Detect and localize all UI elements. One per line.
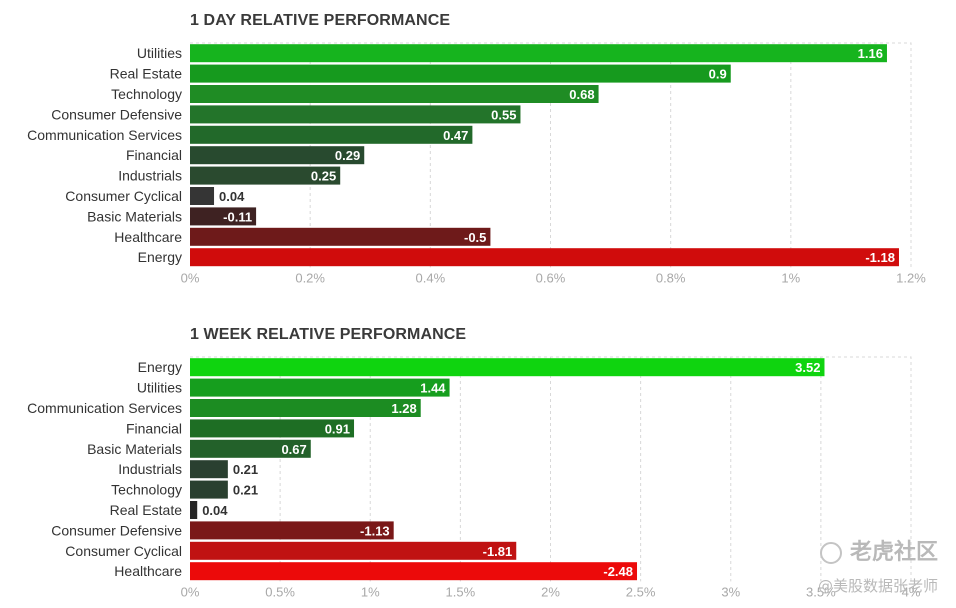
category-label: Healthcare (114, 229, 182, 245)
bar (190, 480, 228, 499)
category-label: Energy (138, 249, 182, 265)
bar (190, 358, 825, 377)
x-tick-label: 4% (902, 584, 921, 599)
bar (190, 227, 491, 246)
bar (190, 146, 365, 165)
category-label: Financial (126, 420, 182, 436)
bar (190, 248, 899, 267)
week-chart-title: 1 WEEK RELATIVE PERFORMANCE (190, 326, 467, 343)
category-label: Basic Materials (87, 208, 182, 224)
bar (190, 85, 599, 103)
bar (190, 419, 355, 438)
value-label: 1.44 (420, 381, 446, 396)
category-label: Real Estate (110, 502, 183, 518)
category-label: Utilities (137, 45, 182, 61)
x-tick-label: 0.5% (265, 584, 295, 599)
x-tick-label: 1.5% (446, 584, 476, 599)
value-label: 0.25 (311, 169, 336, 184)
day-chart-title: 1 DAY RELATIVE PERFORMANCE (190, 12, 451, 29)
x-tick-label: 2.5% (626, 584, 656, 599)
bar (190, 125, 473, 144)
day-performance-chart: 0% 0.2% 0.4% 0.6% 0.8% 1% 1.2% Utilities 1.16 Rea… (27, 42, 926, 285)
watermark-user: @美股数据张老师 (817, 577, 938, 595)
category-label: Healthcare (114, 563, 182, 579)
x-tick-label: 0% (181, 584, 200, 599)
value-label: -0.11 (223, 209, 252, 224)
bar (190, 541, 517, 560)
value-label: -0.5 (464, 230, 486, 245)
category-label: Technology (111, 86, 182, 102)
category-label: Basic Materials (87, 441, 182, 457)
value-label: 0.91 (325, 421, 350, 436)
value-label: 0.9 (709, 67, 727, 82)
value-label: 1.16 (858, 46, 883, 61)
bar (190, 207, 257, 226)
value-label: 0.67 (281, 442, 306, 457)
value-label: 0.04 (202, 503, 228, 518)
bar (190, 378, 450, 397)
x-tick-label: 3% (721, 584, 740, 599)
x-tick-label: 0.6% (536, 270, 566, 285)
tiger-logo-icon (819, 542, 842, 564)
bar (190, 460, 228, 479)
x-tick-label: 2% (541, 584, 560, 599)
category-label: Consumer Defensive (51, 522, 182, 538)
bar (190, 501, 198, 519)
bar (190, 64, 731, 83)
category-label: Communication Services (27, 400, 182, 416)
category-label: Industrials (118, 461, 182, 477)
x-tick-label: 0% (181, 270, 200, 285)
category-label: Financial (126, 147, 182, 163)
value-label: 0.55 (491, 107, 516, 122)
category-label: Communication Services (27, 127, 182, 143)
x-tick-label: 0.8% (656, 270, 686, 285)
value-label: 0.04 (219, 189, 245, 204)
category-label: Utilities (137, 380, 182, 396)
value-label: 0.29 (335, 148, 360, 163)
category-label: Consumer Cyclical (65, 188, 182, 204)
category-label: Technology (111, 482, 182, 498)
bar (190, 44, 887, 63)
value-label: -2.48 (603, 564, 633, 579)
value-label: 0.68 (569, 87, 594, 102)
category-label: Consumer Cyclical (65, 543, 182, 559)
category-label: Energy (138, 359, 182, 375)
plot-border (190, 356, 912, 582)
bar (190, 166, 341, 185)
bar (190, 521, 394, 540)
value-label: 0.21 (233, 483, 258, 498)
value-label: 0.47 (443, 128, 468, 143)
watermark-logo: 老虎社区 (819, 534, 938, 566)
value-label: -1.13 (360, 523, 390, 538)
x-tick-label: 1.2% (896, 270, 926, 285)
bar (190, 187, 215, 205)
category-label: Industrials (118, 168, 182, 184)
watermark-logo-text: 老虎社区 (849, 540, 938, 565)
value-label: 0.21 (233, 462, 258, 477)
value-label: -1.81 (483, 544, 513, 559)
category-label: Real Estate (110, 66, 183, 82)
bar (190, 562, 638, 581)
bar (190, 399, 421, 417)
bar (190, 439, 311, 458)
x-tick-label: 1% (781, 270, 800, 285)
x-tick-label: 1% (361, 584, 380, 599)
x-tick-label: 0.2% (295, 270, 325, 285)
category-label: Consumer Defensive (51, 106, 182, 122)
value-label: 1.28 (391, 401, 416, 416)
bar (190, 105, 521, 124)
value-label: -1.18 (865, 250, 895, 265)
x-tick-label: 3.5% (806, 584, 836, 599)
value-label: 3.52 (795, 360, 820, 375)
x-tick-label: 0.4% (416, 270, 446, 285)
